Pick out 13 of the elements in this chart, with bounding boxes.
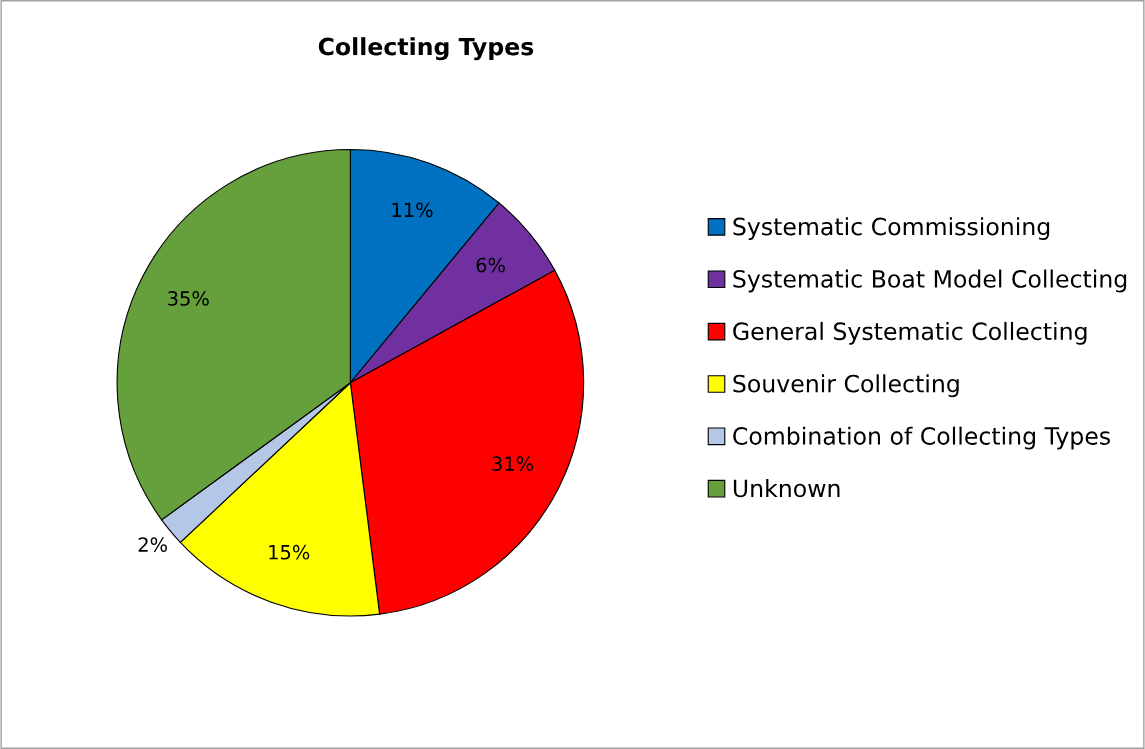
- legend-label: Unknown: [733, 479, 840, 498]
- data-label: 11%: [392, 202, 433, 218]
- legend-label: Systematic Commissioning: [733, 217, 1050, 241]
- data-label: 2%: [138, 537, 168, 552]
- data-label: 15%: [269, 544, 310, 560]
- legend-label: General Systematic Collecting: [733, 321, 1087, 345]
- data-label: 6%: [476, 257, 505, 273]
- data-label: 35%: [168, 291, 209, 306]
- chart-title: Collecting Types: [318, 37, 534, 61]
- legend-label: Systematic Boat Model Collecting: [733, 269, 1127, 293]
- legend-label: Souvenir Collecting: [733, 374, 959, 398]
- legend-label: Combination of Collecting Types: [733, 426, 1110, 450]
- data-label: 31%: [492, 456, 534, 471]
